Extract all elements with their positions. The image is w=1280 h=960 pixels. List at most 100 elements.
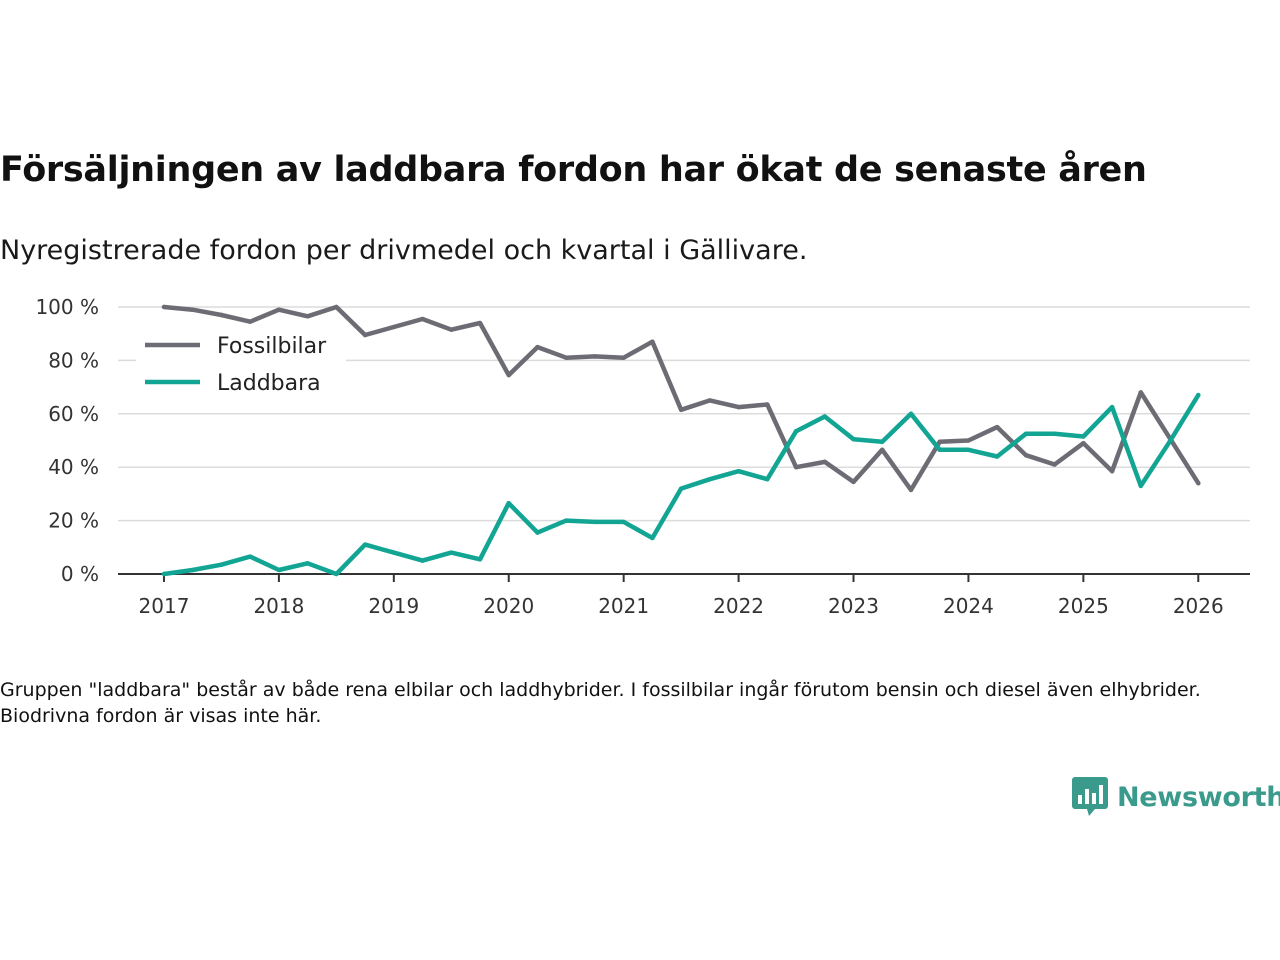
data-point bbox=[305, 561, 310, 566]
newsworthy-logo-icon bbox=[1072, 777, 1108, 816]
data-point bbox=[449, 327, 454, 332]
data-point bbox=[822, 414, 827, 419]
data-point bbox=[362, 542, 368, 547]
data-point bbox=[535, 530, 540, 535]
data-point bbox=[650, 535, 655, 541]
data-point bbox=[994, 424, 1000, 430]
y-tick-label: 20 % bbox=[48, 509, 99, 533]
data-point bbox=[276, 567, 282, 573]
data-point bbox=[564, 518, 569, 523]
legend-label-fossilbilar: Fossilbilar bbox=[217, 334, 327, 359]
data-point bbox=[650, 339, 655, 344]
x-tick-label: 2019 bbox=[368, 594, 419, 618]
legend-background bbox=[136, 325, 346, 403]
newsworthy-logo[interactable]: Newsworthy bbox=[1072, 775, 1280, 819]
data-point bbox=[1196, 392, 1201, 398]
y-tick-label: 100 % bbox=[35, 295, 99, 319]
x-tick-label: 2024 bbox=[943, 594, 994, 618]
series-line-laddbara bbox=[161, 392, 1201, 577]
data-point bbox=[793, 465, 799, 470]
data-point bbox=[219, 562, 224, 567]
x-tick-label: 2022 bbox=[713, 594, 764, 618]
data-point bbox=[391, 550, 397, 555]
data-point bbox=[707, 398, 713, 403]
data-point bbox=[506, 501, 511, 506]
data-point bbox=[1081, 434, 1086, 439]
data-point bbox=[736, 404, 741, 410]
data-point bbox=[908, 411, 914, 416]
y-tick-label: 0 % bbox=[61, 562, 99, 586]
x-tick-label: 2017 bbox=[139, 594, 190, 618]
data-point bbox=[621, 355, 626, 360]
data-point bbox=[276, 307, 282, 312]
data-point bbox=[707, 477, 713, 482]
data-point bbox=[592, 354, 598, 359]
footnote: Gruppen "laddbara" består av både rena e… bbox=[0, 679, 1201, 727]
data-point bbox=[765, 402, 770, 407]
data-point bbox=[822, 459, 827, 465]
legend-label-laddbara: Laddbara bbox=[217, 371, 321, 396]
data-point bbox=[1023, 431, 1029, 437]
data-point bbox=[880, 447, 885, 453]
data-point bbox=[219, 312, 224, 318]
data-point bbox=[793, 428, 799, 434]
data-point bbox=[1109, 469, 1115, 474]
data-point bbox=[966, 438, 971, 443]
data-point bbox=[305, 314, 310, 319]
legend: Fossilbilar Laddbara bbox=[136, 325, 346, 403]
series-points-laddbara bbox=[161, 392, 1201, 577]
data-point bbox=[937, 447, 942, 453]
y-tick-label: 80 % bbox=[48, 348, 99, 372]
chart-title: Försäljningen av laddbara fordon har öka… bbox=[0, 150, 1147, 190]
data-point bbox=[1081, 440, 1086, 446]
data-point bbox=[765, 477, 770, 482]
x-axis: 2017 2018 2019 2020 2021 2022 2023 2024 2025 2026 bbox=[118, 573, 1250, 618]
series-lines bbox=[161, 304, 1201, 577]
x-tick-label: 2026 bbox=[1173, 594, 1224, 618]
data-point bbox=[678, 486, 684, 491]
data-point bbox=[1196, 481, 1201, 486]
data-point bbox=[449, 550, 454, 555]
data-point bbox=[190, 567, 195, 573]
chart-subtitle: Nyregistrerade fordon per drivmedel och … bbox=[0, 235, 808, 266]
series-points-fossilbilar bbox=[161, 304, 1201, 493]
data-point bbox=[477, 320, 483, 326]
newsworthy-logo-text: Newsworthy bbox=[1117, 781, 1280, 813]
data-point bbox=[1138, 483, 1144, 489]
data-point bbox=[1109, 404, 1115, 410]
y-axis-ticks: 0 % 20 % 40 % 60 % 80 % 100 % bbox=[35, 295, 99, 586]
x-tick-label: 2025 bbox=[1058, 594, 1109, 618]
data-point bbox=[851, 436, 856, 442]
data-point bbox=[362, 332, 368, 338]
data-point bbox=[736, 469, 741, 474]
data-point bbox=[391, 324, 397, 330]
data-point bbox=[161, 304, 167, 310]
data-point bbox=[1052, 431, 1057, 437]
y-tick-label: 40 % bbox=[48, 455, 99, 479]
data-point bbox=[247, 554, 253, 559]
data-point bbox=[477, 557, 483, 562]
data-point bbox=[937, 439, 942, 445]
data-point bbox=[1167, 439, 1172, 445]
data-point bbox=[1138, 390, 1144, 395]
data-point bbox=[564, 355, 569, 360]
x-tick-label: 2020 bbox=[483, 594, 534, 618]
x-tick-label: 2018 bbox=[253, 594, 304, 618]
data-point bbox=[994, 454, 1000, 459]
y-tick-label: 60 % bbox=[48, 402, 99, 426]
data-point bbox=[506, 372, 511, 378]
data-point bbox=[621, 519, 626, 525]
data-point bbox=[1052, 462, 1057, 467]
data-point bbox=[247, 319, 253, 324]
data-point bbox=[334, 571, 339, 577]
data-point bbox=[880, 439, 885, 445]
line-chart: 0 % 20 % 40 % 60 % 80 % 100 % 2017 2018 2019 202… bbox=[35, 295, 1250, 618]
data-point bbox=[334, 304, 339, 310]
x-tick-label: 2023 bbox=[828, 594, 879, 618]
data-point bbox=[966, 447, 971, 453]
data-point bbox=[420, 558, 425, 563]
data-point bbox=[908, 487, 914, 493]
data-point bbox=[1023, 452, 1029, 458]
data-point bbox=[535, 344, 540, 350]
data-point bbox=[161, 571, 167, 577]
